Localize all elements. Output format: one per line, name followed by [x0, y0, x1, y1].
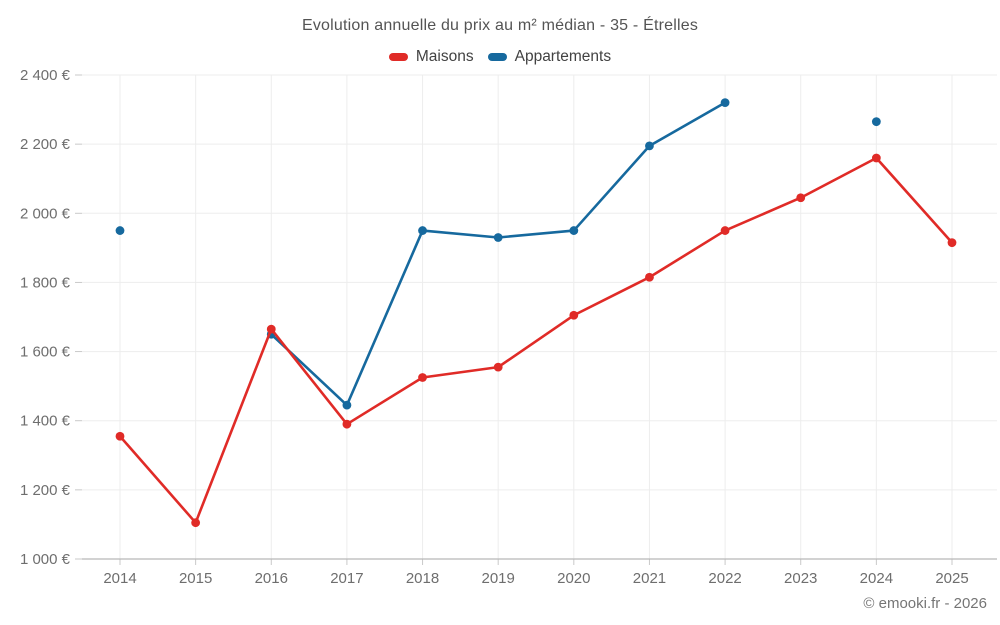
- data-point-maisons[interactable]: [191, 518, 201, 528]
- data-point-maisons[interactable]: [493, 362, 503, 372]
- data-point-maisons[interactable]: [418, 373, 427, 382]
- data-point-maisons[interactable]: [266, 324, 276, 334]
- data-point-maisons[interactable]: [115, 431, 125, 441]
- y-tick-label: 1 200 €: [20, 482, 71, 499]
- data-point-appartements[interactable]: [720, 98, 730, 108]
- y-tick-label: 2 000 €: [20, 205, 71, 222]
- data-point-appartements[interactable]: [871, 117, 881, 127]
- x-tick-label: 2025: [935, 570, 968, 587]
- data-point-maisons[interactable]: [342, 419, 352, 429]
- legend-item-appartements[interactable]: Appartements: [487, 48, 612, 66]
- x-tick-label: 2023: [784, 570, 817, 587]
- x-tick-label: 2014: [103, 570, 136, 587]
- series-line-maisons: [118, 156, 954, 525]
- data-point-maisons[interactable]: [796, 193, 806, 203]
- data-point-appartements[interactable]: [493, 233, 503, 242]
- x-tick-label: 2022: [708, 570, 741, 587]
- y-tick-label: 1 400 €: [20, 413, 71, 430]
- data-point-maisons[interactable]: [645, 272, 654, 282]
- data-point-maisons[interactable]: [947, 238, 957, 248]
- data-point-appartements[interactable]: [569, 226, 579, 235]
- data-point-maisons[interactable]: [871, 153, 881, 163]
- legend-item-maisons[interactable]: Maisons: [388, 48, 474, 66]
- y-tick-label: 2 200 €: [20, 136, 71, 153]
- chart-legend: Maisons Appartements: [0, 46, 1000, 68]
- data-point-maisons[interactable]: [569, 310, 579, 320]
- x-tick-label: 2016: [255, 570, 288, 587]
- data-point-appartements[interactable]: [115, 226, 125, 235]
- x-tick-label: 2015: [179, 570, 212, 587]
- data-point-appartements[interactable]: [645, 141, 654, 151]
- x-tick-label: 2019: [481, 570, 514, 587]
- y-tick-label: 1 000 €: [20, 551, 71, 568]
- chart-title: Evolution annuelle du prix au m² médian …: [301, 17, 699, 34]
- data-point-maisons[interactable]: [720, 226, 730, 235]
- data-point-appartements[interactable]: [342, 400, 352, 410]
- data-point-appartements[interactable]: [418, 226, 427, 235]
- x-tick-label: 2017: [330, 570, 363, 587]
- x-tick-label: 2020: [557, 570, 590, 587]
- y-tick-label: 1 800 €: [20, 274, 71, 291]
- x-tick-label: 2018: [406, 570, 439, 587]
- legend-marker-appartements: [487, 53, 507, 61]
- y-tick-label: 2 400 €: [20, 67, 71, 84]
- x-tick-label: 2021: [633, 570, 666, 587]
- legend-marker-maisons: [388, 53, 408, 61]
- x-tick-label: 2024: [860, 570, 893, 587]
- legend-label-maisons: Maisons: [415, 48, 474, 65]
- watermark: © emooki.fr - 2026: [863, 595, 987, 612]
- legend-label-appartements: Appartements: [514, 48, 612, 65]
- y-tick-label: 1 600 €: [20, 344, 71, 361]
